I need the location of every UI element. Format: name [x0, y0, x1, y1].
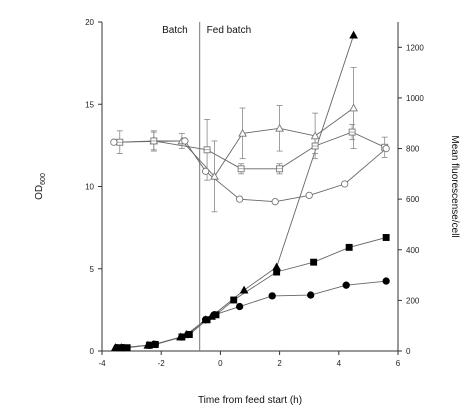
- series-5-point: [382, 144, 390, 153]
- phase-label-fed-batch: Fed batch: [207, 25, 251, 36]
- y-right-tick-label: 800: [406, 145, 420, 154]
- x-axis-label: Time from feed start (h): [198, 395, 302, 406]
- phase-label-batch: Batch: [162, 25, 188, 36]
- series-5-point: [305, 191, 313, 200]
- series-5-point: [235, 195, 244, 203]
- series-2-point: [201, 316, 210, 324]
- y-right-tick-label: 1000: [406, 94, 424, 103]
- series-2-point: [184, 330, 192, 339]
- series-3-point: [349, 103, 358, 112]
- y-right-axis: 0 200 400 600 800 1000 1200: [398, 43, 424, 356]
- y-left-tick-label: 5: [90, 265, 95, 274]
- y-left-tick-label: 0: [90, 347, 95, 356]
- series-2-point: [235, 302, 244, 311]
- series-2-point: [119, 344, 127, 352]
- series-5-point: [341, 180, 349, 188]
- series-5-point: [181, 137, 189, 145]
- y-left-axis: 0 5 10 15 20: [85, 18, 102, 356]
- series-1-line: [121, 237, 387, 349]
- series-5-point: [201, 167, 210, 175]
- y-right-tick-label: 200: [406, 296, 420, 305]
- series-3-point: [275, 123, 284, 132]
- y-left-axis-label: OD600: [34, 173, 47, 200]
- series-1-point: [273, 268, 281, 276]
- series-2-point: [113, 344, 121, 352]
- series-1-point: [230, 296, 238, 304]
- series-1-point: [345, 243, 353, 251]
- series-2-point: [382, 277, 390, 285]
- series-1-point: [310, 258, 318, 266]
- series-2-point: [307, 291, 315, 299]
- y-right-tick-label: 0: [406, 347, 411, 356]
- series-2-point: [178, 333, 186, 341]
- x-tick-label: -4: [98, 359, 106, 368]
- series-5-point: [110, 138, 118, 146]
- y-left-tick-label: 15: [85, 100, 94, 109]
- x-axis: -4 -2 0 2 4 6: [98, 351, 401, 368]
- series-2-point: [210, 311, 219, 319]
- y-left-axis-label-subscript: 600: [40, 173, 47, 185]
- y-right-tick-label: 600: [406, 195, 420, 204]
- x-tick-label: 6: [396, 359, 401, 368]
- series-0-point: [349, 30, 358, 39]
- series-lines: [113, 35, 387, 349]
- series-3-point: [238, 128, 247, 137]
- y-left-tick-label: 20: [85, 18, 94, 27]
- series-1-point: [382, 234, 390, 241]
- series-0-point: [239, 285, 249, 294]
- x-tick-label: 0: [218, 359, 223, 368]
- x-tick-label: 4: [337, 359, 342, 368]
- series-4-line: [119, 131, 385, 170]
- series-2-point: [268, 292, 276, 300]
- x-tick-label: 2: [277, 359, 282, 368]
- series-2-point: [151, 340, 159, 349]
- y-left-axis-label-main: OD: [34, 185, 45, 200]
- y-left-tick-label: 10: [85, 183, 94, 192]
- y-right-axis-label: Mean fluorescense/cell: [449, 135, 460, 237]
- series-3-point: [310, 131, 320, 140]
- data-markers: [110, 30, 390, 352]
- y-right-tick-label: 1200: [406, 43, 424, 52]
- series-5-point: [271, 198, 279, 206]
- error-bars: [116, 67, 388, 213]
- y-right-tick-label: 400: [406, 246, 420, 255]
- series-2-line: [116, 280, 387, 349]
- series-5-line: [113, 140, 387, 203]
- series-3-point: [210, 171, 219, 180]
- x-tick-label: -2: [158, 359, 166, 368]
- series-2-point: [342, 281, 350, 289]
- series-2-point: [145, 341, 154, 349]
